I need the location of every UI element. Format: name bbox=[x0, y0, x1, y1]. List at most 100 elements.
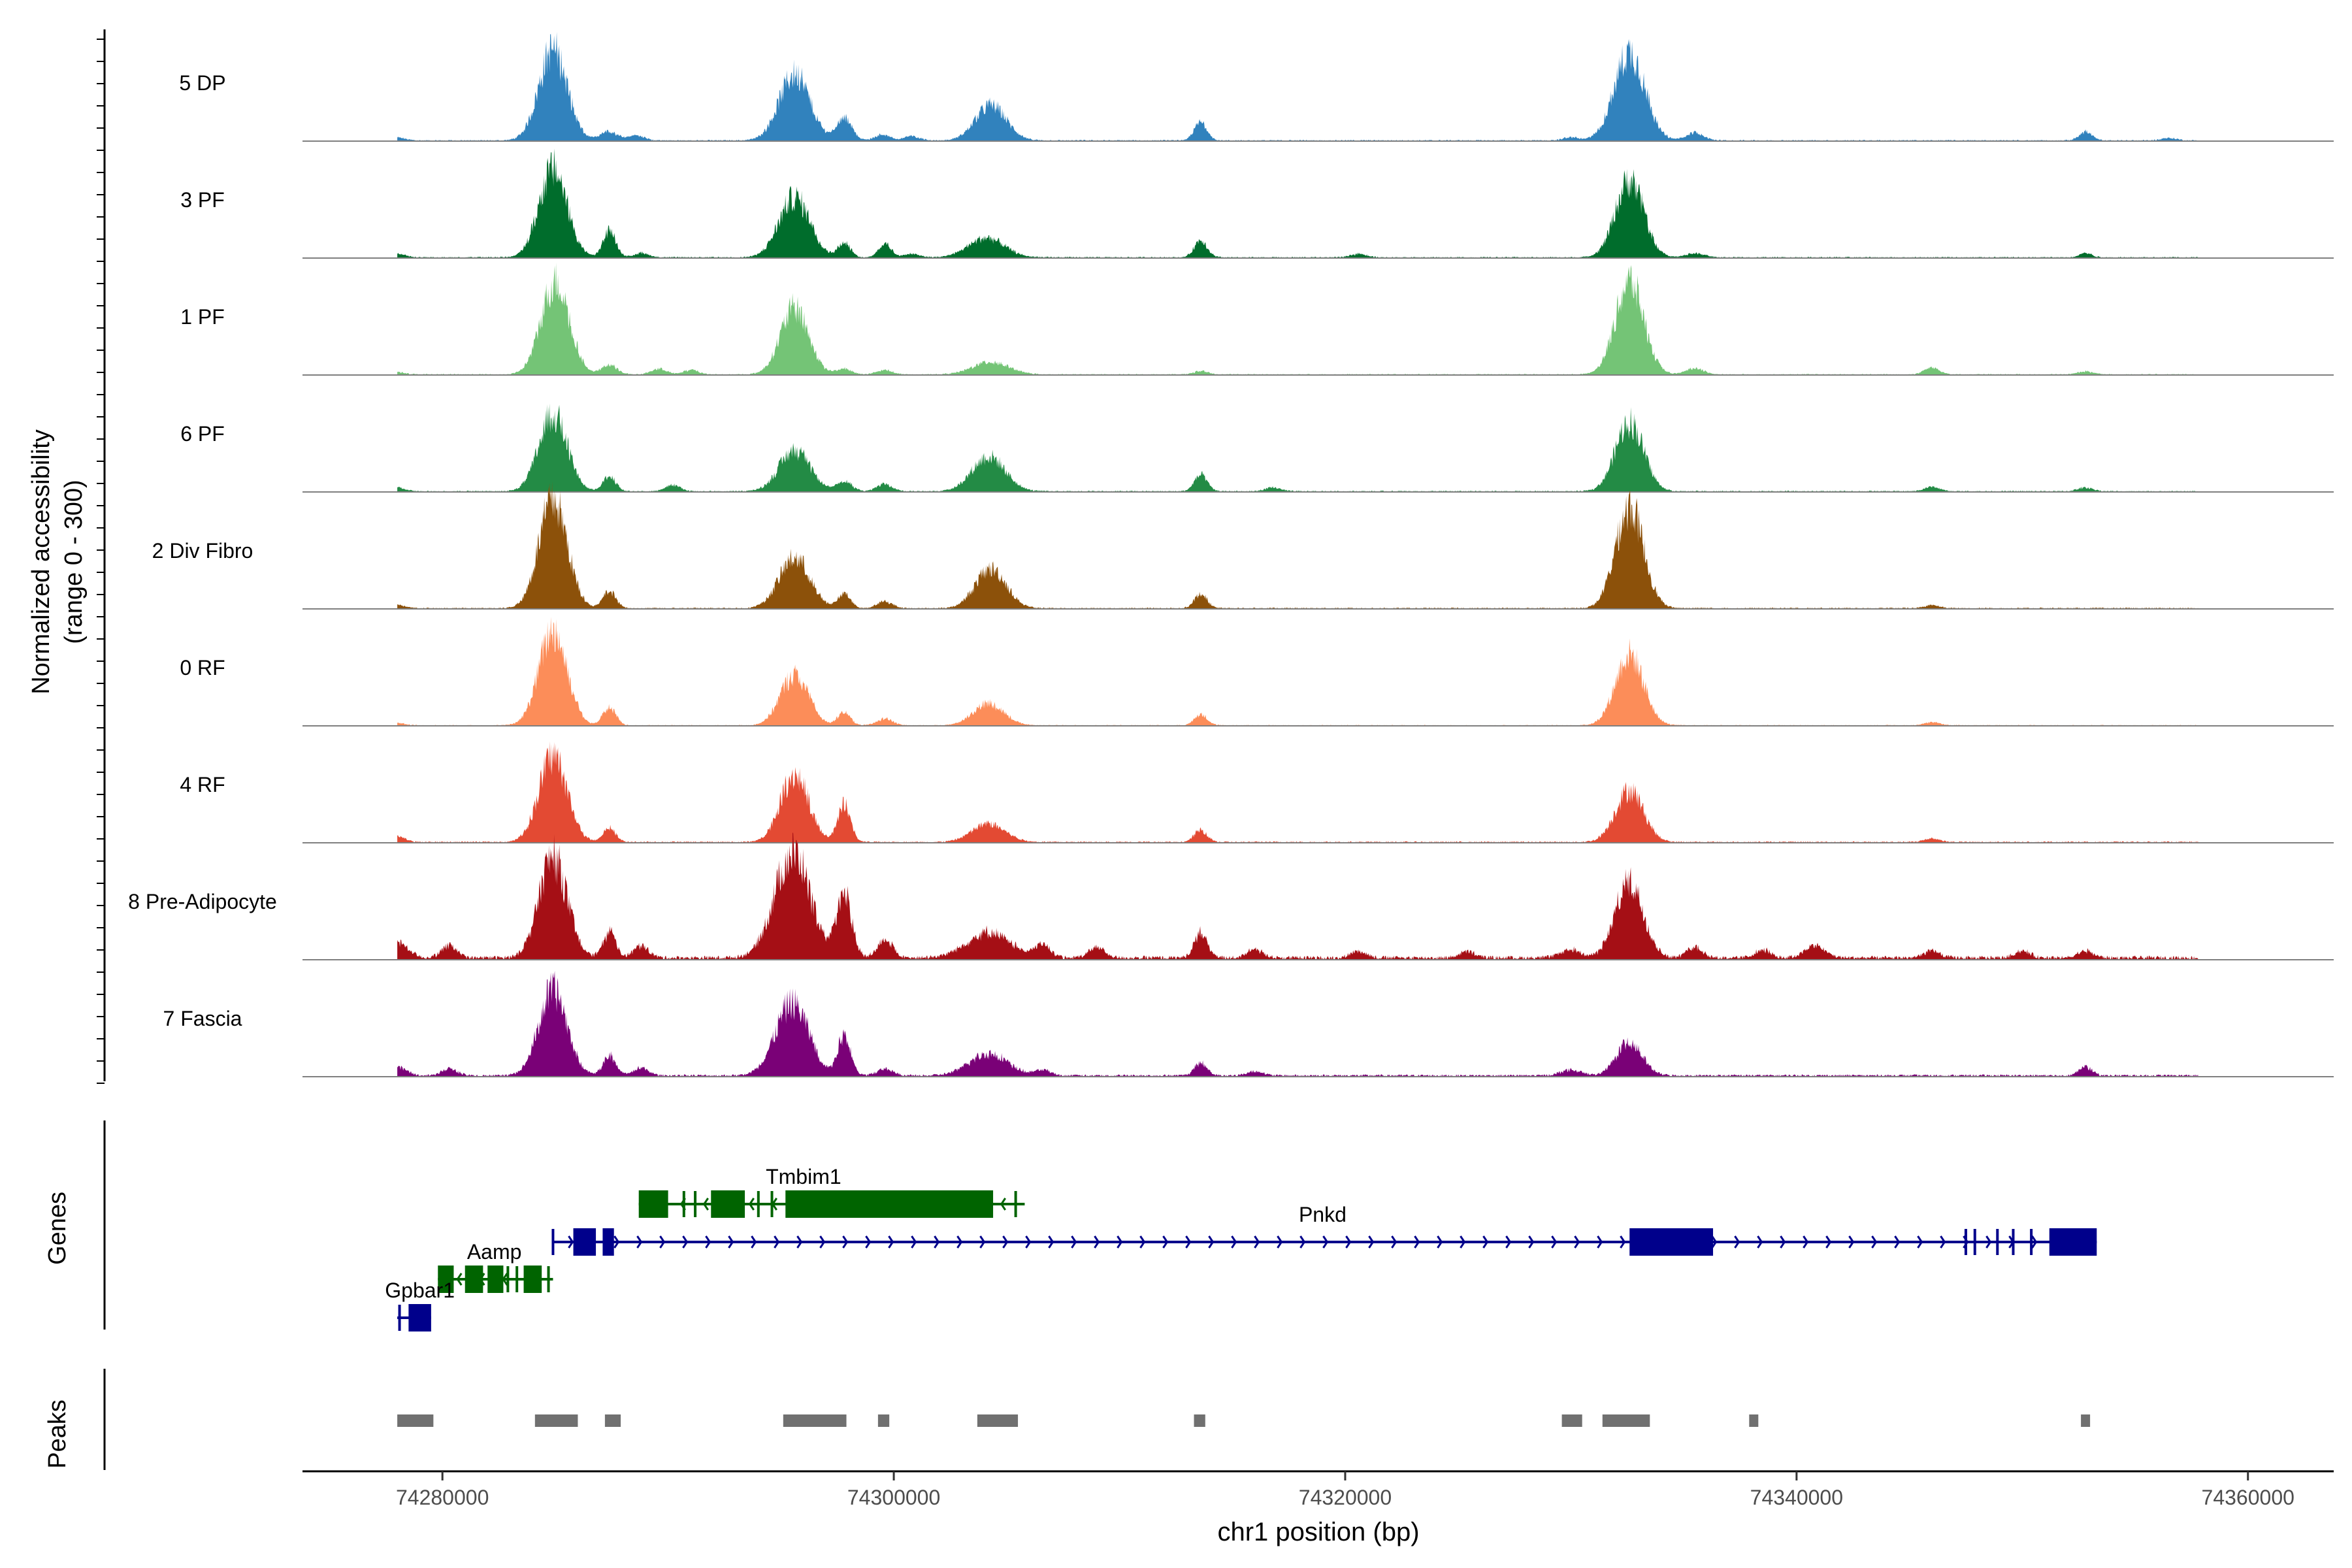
strand-chevron bbox=[682, 1235, 689, 1249]
track-label: 0 RF bbox=[180, 656, 225, 679]
peak-region bbox=[534, 1414, 578, 1427]
strand-chevron bbox=[865, 1235, 872, 1249]
track-3-pf: 3 PF bbox=[180, 148, 2334, 259]
strand-chevron bbox=[1917, 1235, 1923, 1249]
track-label: 6 PF bbox=[180, 422, 225, 446]
strand-chevron bbox=[1391, 1235, 1397, 1249]
strand-chevron bbox=[2031, 1235, 2038, 1249]
peak-region bbox=[2081, 1414, 2091, 1427]
track-label: 2 Div Fibro bbox=[152, 539, 253, 563]
gene-tmbim1: Tmbim1 bbox=[638, 1165, 1025, 1218]
track-7-fascia: 7 Fascia bbox=[163, 970, 2334, 1077]
peak-region bbox=[604, 1414, 621, 1427]
track-6-pf: 6 PF bbox=[180, 403, 2334, 493]
exon bbox=[785, 1190, 994, 1218]
gene-label: Pnkd bbox=[1299, 1203, 1347, 1226]
exon bbox=[638, 1190, 668, 1218]
strand-chevron bbox=[1620, 1235, 1626, 1249]
gene-label: Aamp bbox=[467, 1240, 522, 1264]
x-axis-title: chr1 position (bp) bbox=[1217, 1518, 1419, 1546]
strand-chevron bbox=[568, 1235, 574, 1249]
peaks-panel-label: Peaks bbox=[44, 1399, 71, 1469]
strand-chevron bbox=[1825, 1235, 1832, 1249]
strand-chevron bbox=[796, 1235, 803, 1249]
strand-chevron bbox=[774, 1235, 780, 1249]
strand-chevron bbox=[1000, 1198, 1006, 1211]
genes-panel-label: Genes bbox=[44, 1192, 71, 1265]
strand-chevron bbox=[613, 1235, 620, 1249]
strand-chevron bbox=[1322, 1235, 1329, 1249]
coverage-area bbox=[397, 617, 2198, 726]
strand-chevron bbox=[1803, 1235, 1809, 1249]
strand-chevron bbox=[1025, 1235, 1032, 1249]
coverage-area bbox=[397, 482, 2198, 609]
strand-chevron bbox=[1482, 1235, 1489, 1249]
track-5-dp: 5 DP bbox=[179, 32, 2334, 142]
x-tick-label: 74320000 bbox=[1299, 1486, 1392, 1509]
strand-chevron bbox=[1848, 1235, 1855, 1249]
peak-region bbox=[397, 1414, 434, 1427]
track-label: 5 DP bbox=[179, 71, 225, 95]
peak-region bbox=[877, 1414, 890, 1427]
gene-pnkd: Pnkd bbox=[551, 1203, 2097, 1256]
peak-region bbox=[1194, 1414, 1205, 1427]
gene-gpbar1: Gpbar1 bbox=[385, 1279, 455, 1331]
strand-chevron bbox=[888, 1235, 894, 1249]
gene-annotation-panel: Tmbim1 Pnkd Aamp Gpbar1 bbox=[103, 1120, 2097, 1331]
exon bbox=[1629, 1228, 1714, 1256]
strand-chevron bbox=[1437, 1235, 1443, 1249]
strand-chevron bbox=[934, 1235, 940, 1249]
strand-chevron bbox=[1162, 1235, 1169, 1249]
strand-chevron bbox=[1757, 1235, 1763, 1249]
gene-aamp: Aamp bbox=[438, 1240, 553, 1293]
x-tick-label: 74340000 bbox=[1750, 1486, 1843, 1509]
strand-chevron bbox=[1940, 1235, 1946, 1249]
peak-region bbox=[977, 1414, 1019, 1427]
strand-chevron bbox=[705, 1235, 711, 1249]
strand-chevron bbox=[1871, 1235, 1878, 1249]
strand-chevron bbox=[1551, 1235, 1558, 1249]
strand-chevron bbox=[1345, 1235, 1352, 1249]
coverage-area bbox=[397, 970, 2198, 1077]
strand-chevron bbox=[1528, 1235, 1535, 1249]
strand-chevron bbox=[456, 1273, 463, 1286]
strand-chevron bbox=[1299, 1235, 1306, 1249]
strand-chevron bbox=[751, 1235, 757, 1249]
strand-chevron bbox=[1277, 1235, 1283, 1249]
strand-chevron bbox=[1574, 1235, 1580, 1249]
strand-chevron bbox=[1208, 1235, 1215, 1249]
exon bbox=[2049, 1228, 2097, 1256]
strand-chevron bbox=[1597, 1235, 1603, 1249]
strand-chevron bbox=[1048, 1235, 1054, 1249]
strand-chevron bbox=[1071, 1235, 1077, 1249]
strand-chevron bbox=[1117, 1235, 1123, 1249]
peak-region bbox=[1561, 1414, 1582, 1427]
exon bbox=[573, 1228, 596, 1256]
peak-region bbox=[1602, 1414, 1650, 1427]
strand-chevron bbox=[1780, 1235, 1786, 1249]
track-label: 7 Fascia bbox=[163, 1007, 242, 1030]
coverage-area bbox=[397, 741, 2198, 843]
y-axis-title-line2: (range 0 - 300) bbox=[60, 480, 88, 644]
track-8-pre-adipocyte: 8 Pre-Adipocyte bbox=[128, 832, 2334, 960]
peak-region bbox=[783, 1414, 847, 1427]
track-4-rf: 4 RF bbox=[180, 741, 2334, 843]
x-tick-label: 74300000 bbox=[847, 1486, 940, 1509]
peaks-panel bbox=[103, 1369, 2091, 1470]
track-0-rf: 0 RF bbox=[180, 617, 2334, 727]
coverage-area bbox=[397, 832, 2198, 960]
peak-region bbox=[1749, 1414, 1759, 1427]
track-label: 1 PF bbox=[180, 305, 225, 329]
coverage-area bbox=[397, 32, 2198, 141]
strand-chevron bbox=[1002, 1235, 1009, 1249]
track-1-pf: 1 PF bbox=[180, 263, 2334, 376]
strand-chevron bbox=[1094, 1235, 1100, 1249]
track-label: 8 Pre-Adipocyte bbox=[128, 890, 277, 913]
x-tick-label: 74360000 bbox=[2202, 1486, 2295, 1509]
coverage-area bbox=[397, 148, 2198, 258]
strand-chevron bbox=[748, 1198, 755, 1211]
strand-chevron bbox=[1460, 1235, 1466, 1249]
strand-chevron bbox=[1985, 1235, 1992, 1249]
